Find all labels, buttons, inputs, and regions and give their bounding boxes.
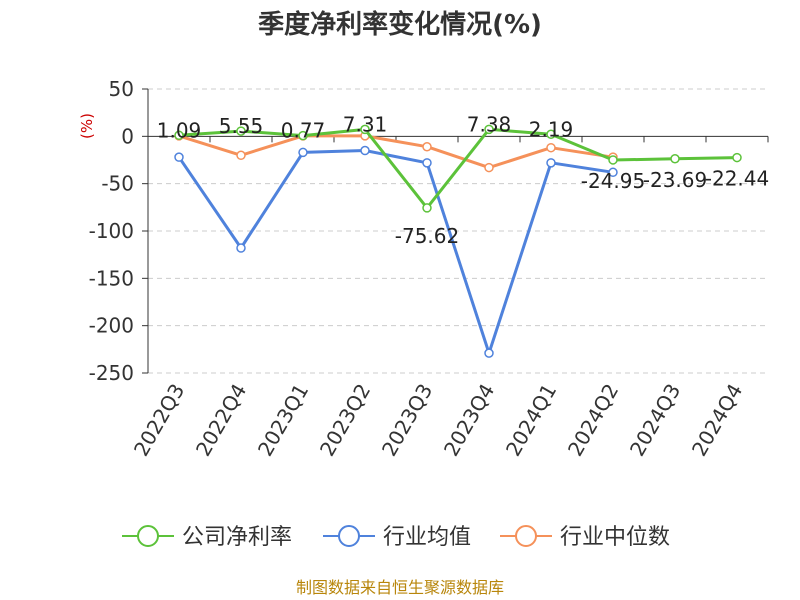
legend-item[interactable]: 行业均值: [323, 525, 471, 550]
series-line: [178, 127, 738, 210]
x-tick-label: 2024Q1: [501, 380, 561, 461]
legend-label: 行业均值: [383, 525, 471, 550]
data-point: [298, 147, 308, 158]
data-point: [670, 154, 680, 164]
series-line: [178, 134, 614, 170]
data-label: -23.69: [643, 168, 707, 192]
data-label: -22.44: [705, 167, 769, 191]
x-tick-label: 2023Q3: [377, 380, 437, 461]
data-point: [236, 150, 246, 161]
series-lines: [174, 124, 742, 358]
data-point: [360, 124, 370, 135]
y-tick-label: -200: [89, 314, 134, 338]
legend: 公司净利率 行业均值 行业中位数: [122, 525, 670, 550]
data-point: [546, 142, 556, 153]
data-point: [174, 130, 184, 141]
data-labels: 1.09 5.55 0.77 7.31 -75.62 7.38 2.19 -24.95-23.…: [157, 112, 770, 248]
data-point: [422, 141, 432, 152]
y-tick-label: 0: [121, 124, 134, 148]
data-label: 1.09: [157, 118, 202, 142]
x-tick-label: 2022Q3: [129, 380, 189, 461]
legend-marker: [515, 525, 537, 547]
data-point: [422, 158, 432, 168]
y-axis-unit: (%): [78, 113, 96, 139]
y-tick-label: 50: [109, 77, 134, 101]
x-tick-label: 2023Q2: [315, 380, 375, 461]
legend-item[interactable]: 行业中位数: [500, 525, 670, 550]
data-point: [546, 129, 556, 140]
legend-item[interactable]: 公司净利率: [122, 525, 292, 550]
series-1: [174, 145, 618, 358]
y-tick-label: -100: [89, 219, 134, 243]
data-point: [608, 155, 618, 165]
data-label: 5.55: [219, 114, 264, 138]
data-point: [484, 162, 494, 173]
legend-marker: [338, 525, 360, 547]
x-tick-label: 2024Q2: [563, 380, 623, 461]
data-label: 0.77: [281, 119, 326, 143]
legend-marker: [137, 525, 159, 547]
x-tick-label: 2023Q1: [253, 380, 313, 461]
data-point: [360, 145, 370, 156]
footer-source: 制图数据来自恒生聚源数据库: [296, 578, 504, 597]
data-point: [174, 152, 184, 162]
data-label: 7.38: [467, 112, 512, 136]
data-point: [546, 158, 556, 168]
data-point: [732, 152, 742, 163]
x-tick-label: 2023Q4: [439, 380, 499, 461]
data-point: [236, 243, 246, 253]
x-tick-label: 2024Q4: [687, 380, 747, 461]
y-tick-label: -150: [89, 266, 134, 290]
series-line: [177, 149, 614, 355]
data-point: [484, 348, 494, 358]
data-point: [236, 126, 246, 136]
data-label: -75.62: [395, 224, 459, 248]
data-point: [298, 130, 308, 141]
data-label: 7.31: [343, 112, 388, 136]
data-point: [484, 124, 494, 135]
x-tick-label: 2022Q4: [191, 380, 251, 461]
data-label: 2.19: [529, 117, 574, 141]
y-tick-label: -250: [89, 361, 134, 385]
data-label: -24.95: [581, 169, 645, 193]
data-point: [608, 167, 618, 178]
y-axis: 50 0 -50 -100 -150 -200 -250: [89, 77, 149, 385]
data-point: [422, 203, 432, 213]
series-2: [174, 131, 618, 173]
series-0: [174, 124, 742, 213]
legend-label: 公司净利率: [182, 525, 292, 550]
y-tick-label: -50: [101, 172, 134, 196]
x-tick-label: 2024Q3: [625, 380, 685, 461]
chart-title: 季度净利率变化情况(%): [258, 9, 542, 40]
legend-label: 行业中位数: [560, 525, 670, 550]
